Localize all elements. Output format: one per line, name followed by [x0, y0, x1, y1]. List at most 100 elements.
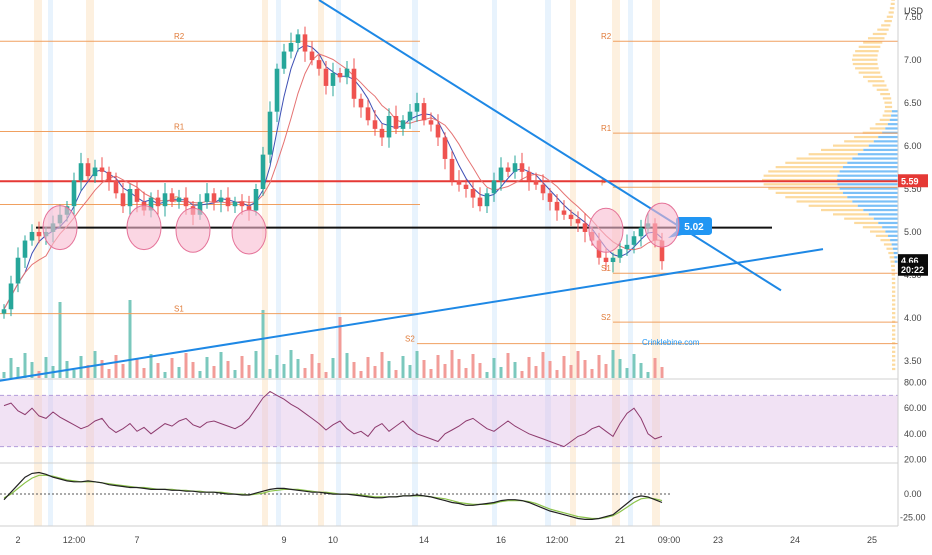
- volume-bar-33: [233, 370, 237, 378]
- profile-bar-up: [877, 28, 889, 31]
- rsi-tick-label: 60.00: [904, 403, 927, 413]
- pivot-label-p: P: [601, 178, 606, 187]
- session-stripe-6: [336, 0, 341, 526]
- profile-bar-up: [775, 166, 843, 169]
- profile-bar-up: [891, 273, 896, 276]
- volume-bar-91: [639, 363, 643, 378]
- volume-bar-73: [513, 362, 517, 378]
- profile-bar-up: [889, 256, 895, 259]
- candle-body-68: [477, 197, 483, 207]
- volume-bar-59: [415, 351, 419, 378]
- profile-bar-up: [855, 67, 879, 70]
- volume-bar-31: [219, 352, 223, 378]
- volume-bar-16: [114, 355, 118, 378]
- profile-bar-up: [886, 15, 893, 18]
- profile-bar-down: [863, 208, 898, 212]
- volume-bar-85: [597, 355, 601, 378]
- candle-body-51: [358, 98, 364, 108]
- candle-body-66: [463, 184, 469, 189]
- session-stripe-13: [652, 0, 660, 526]
- candle-body-82: [575, 219, 581, 224]
- volume-bar-38: [268, 369, 272, 378]
- rsi-tick-label: 40.00: [904, 429, 927, 439]
- profile-bar-up: [872, 32, 887, 36]
- session-stripe-8: [492, 0, 497, 526]
- candle-body-72: [505, 167, 511, 172]
- profile-bar-down: [873, 217, 898, 220]
- pivot-levels: R2R1PS1R2R1PS1S2S2: [0, 32, 898, 345]
- candle-body-48: [337, 73, 343, 78]
- volume-bar-49: [345, 353, 349, 378]
- price-badge-label-1: 4.66: [901, 256, 919, 266]
- profile-bar-down: [852, 157, 898, 160]
- profile-bar-up: [875, 123, 888, 126]
- profile-bar-up: [862, 226, 883, 229]
- time-tick-label: 7: [134, 535, 139, 545]
- volume-bar-24: [170, 358, 174, 378]
- volume-bar-70: [492, 358, 496, 378]
- candle-body-80: [561, 210, 567, 215]
- volume-bar-23: [163, 372, 167, 378]
- profile-bar-down: [839, 170, 898, 173]
- candle-body-57: [400, 120, 406, 129]
- profile-bar-up: [886, 247, 893, 250]
- volume-bar-43: [303, 368, 307, 378]
- profile-bar-down: [891, 110, 898, 113]
- candle-body-60: [421, 103, 427, 121]
- volume-bar-77: [541, 352, 545, 378]
- candle-body-36: [253, 189, 259, 211]
- profile-bar-up: [844, 140, 874, 143]
- volume-bar-41: [289, 350, 293, 378]
- profile-bar-up: [863, 41, 883, 44]
- profile-bar-down: [893, 251, 898, 255]
- profile-bar-up: [855, 50, 879, 53]
- time-tick-label: 12:00: [546, 535, 569, 545]
- profile-bar-up: [884, 105, 893, 109]
- volume-bar-27: [191, 362, 195, 378]
- volume-bar-71: [499, 367, 503, 378]
- profile-bar-up: [858, 71, 881, 74]
- volume-bar-61: [429, 369, 433, 378]
- highlight-ellipses: [42, 202, 680, 255]
- time-tick-label: 12:00: [63, 535, 86, 545]
- profile-bar-up: [891, 303, 896, 306]
- pivot-label-r1: R1: [174, 122, 185, 131]
- volume-bar-79: [555, 370, 559, 378]
- volume-bar-63: [443, 364, 447, 378]
- price-tick-label: 7.00: [904, 55, 922, 65]
- profile-bar-up: [891, 316, 896, 319]
- profile-bar-up: [852, 62, 878, 66]
- session-stripe-5: [318, 0, 324, 526]
- volume-bar-35: [247, 365, 251, 378]
- candle-body-55: [386, 115, 392, 138]
- rsi-tick-label: 20.00: [904, 454, 927, 464]
- profile-bar-down: [837, 174, 898, 177]
- profile-bar-up: [876, 88, 889, 91]
- profile-bar-up: [891, 282, 896, 285]
- volume-bar-21: [149, 354, 153, 378]
- profile-bar-up: [870, 230, 886, 233]
- macd-line: [3, 471, 663, 521]
- profile-bar-up: [858, 45, 881, 48]
- volume-bar-92: [646, 372, 650, 378]
- profile-bar-up: [892, 346, 896, 349]
- volume-bar-87: [611, 350, 615, 378]
- volume-bar-69: [485, 372, 489, 378]
- profile-bar-up: [890, 2, 895, 5]
- volume-bar-82: [576, 351, 580, 378]
- volume-bar-57: [401, 356, 405, 378]
- candle-body-29: [204, 193, 210, 202]
- macd-tick-label: -25.00: [900, 513, 926, 523]
- currency-label: USD: [904, 6, 924, 16]
- volume-bar-26: [184, 353, 188, 378]
- profile-bar-up: [854, 135, 879, 139]
- price-tick-label: 7.50: [904, 12, 922, 22]
- profile-bar-up: [821, 208, 864, 212]
- profile-bar-up: [821, 148, 864, 152]
- candle-body-89: [624, 244, 630, 250]
- candle-body-67: [470, 189, 476, 198]
- profile-bar-down: [889, 118, 898, 121]
- profile-bar-up: [891, 299, 896, 302]
